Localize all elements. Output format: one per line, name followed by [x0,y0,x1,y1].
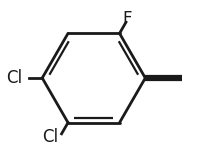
Text: F: F [122,10,132,27]
Text: Cl: Cl [6,69,22,87]
Text: Cl: Cl [42,129,58,146]
